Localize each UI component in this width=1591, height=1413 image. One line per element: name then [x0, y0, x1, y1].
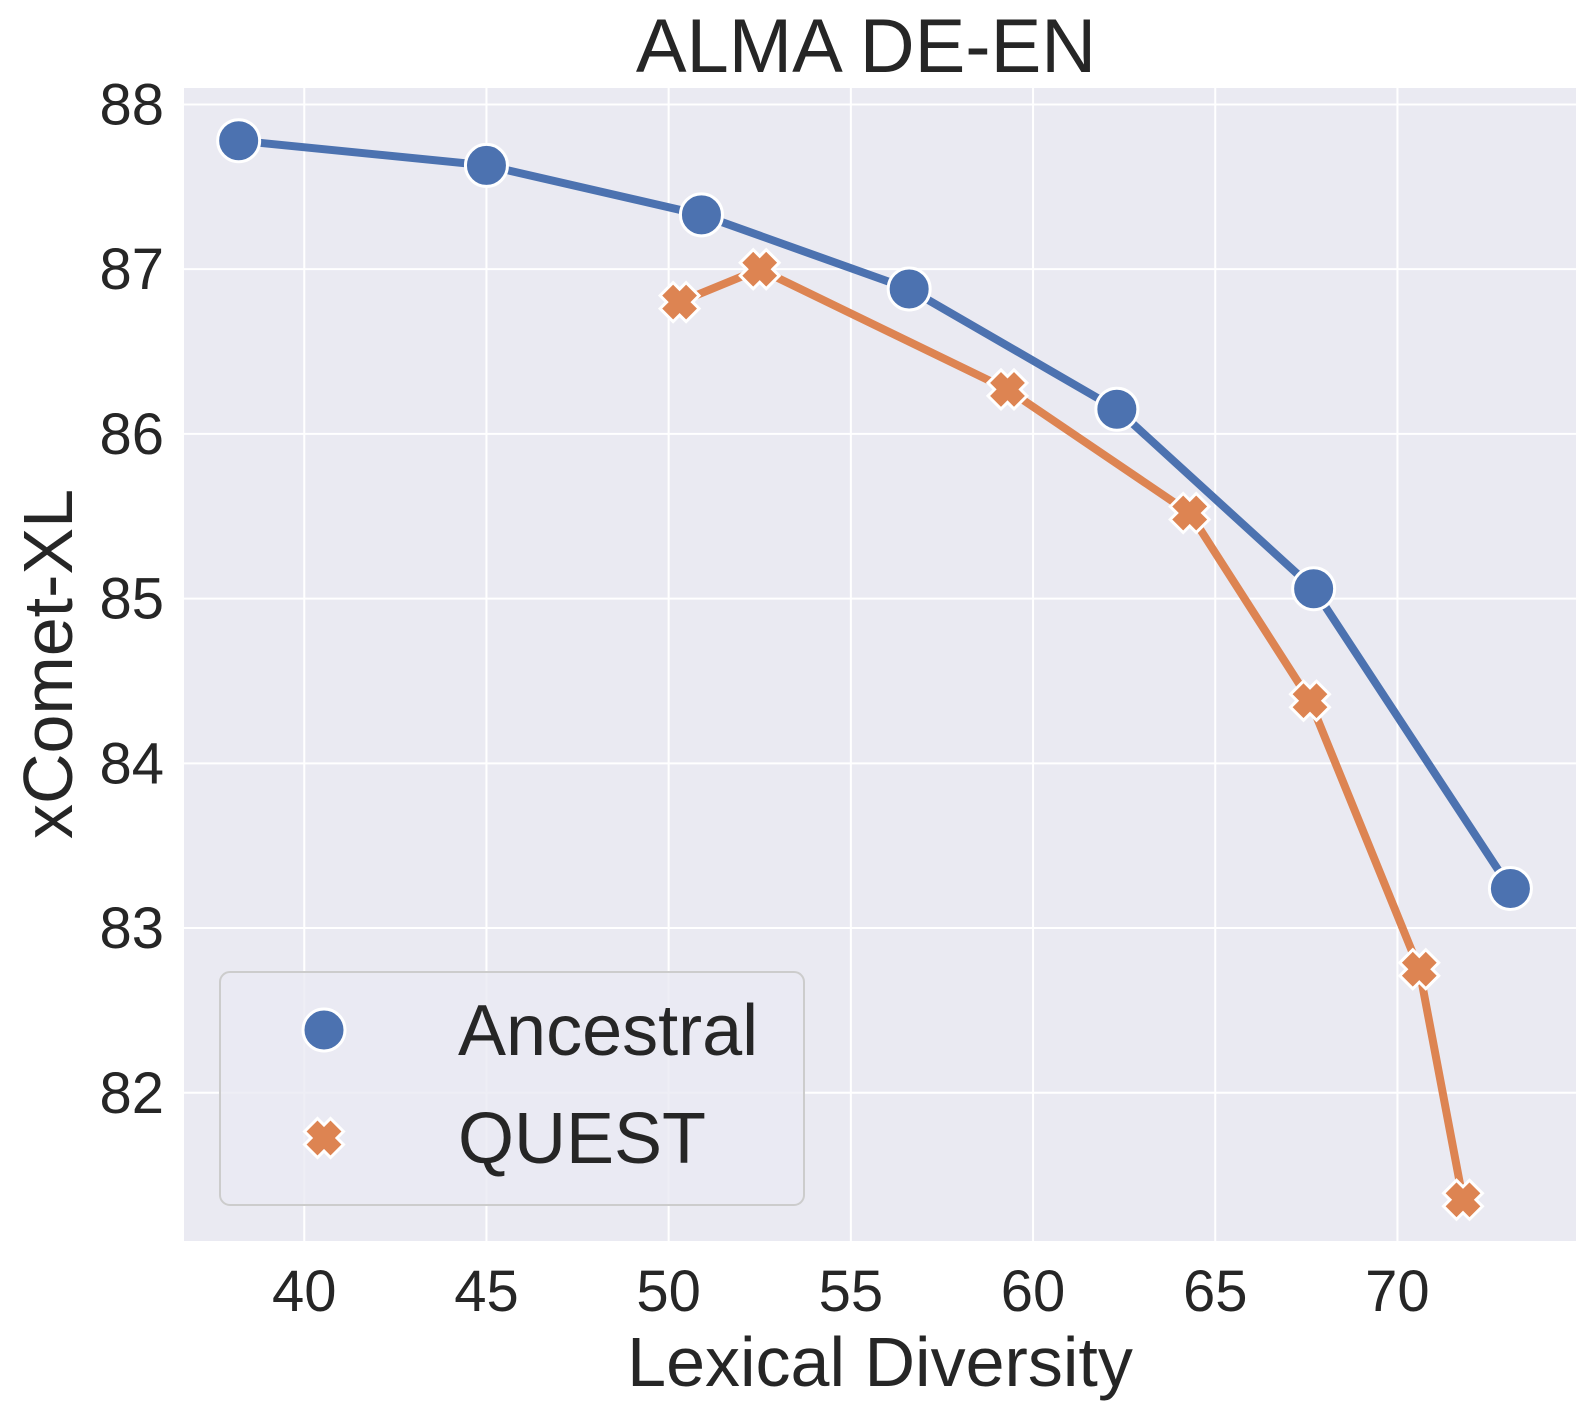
- ancestral-point: [1291, 566, 1337, 612]
- y-tick-label: 82: [99, 1061, 164, 1126]
- y-tick-label: 87: [99, 237, 164, 302]
- ancestral-point: [886, 266, 932, 312]
- legend-items: Ancestral QUEST: [301, 991, 758, 1179]
- y-tick-label: 85: [99, 567, 164, 632]
- x-tick-label: 65: [1183, 1259, 1248, 1324]
- quest-point: [1397, 947, 1441, 991]
- quest-point: [1288, 679, 1332, 723]
- x-tick-label: 50: [636, 1259, 701, 1324]
- ancestral-point: [1487, 866, 1533, 912]
- y-tick-labels: 82 83 84 85 86 87 88: [99, 72, 164, 1125]
- y-tick-label: 83: [99, 896, 164, 961]
- series-group: [216, 118, 1533, 1222]
- y-tick-label: 86: [99, 402, 164, 467]
- y-tick-label: 84: [99, 731, 164, 796]
- chart-title: ALMA DE-EN: [636, 4, 1096, 89]
- y-tick-label: 88: [99, 72, 164, 137]
- legend: Ancestral QUEST: [219, 971, 805, 1206]
- x-axis-label: Lexical Diversity: [627, 1323, 1133, 1401]
- legend-ancestral-marker: [301, 1007, 347, 1053]
- quest-point: [1441, 1178, 1485, 1222]
- quest-point: [738, 247, 782, 291]
- y-axis-label: xComet-XL: [9, 489, 87, 839]
- x-tick-labels: 40 45 50 55 60 65 70: [272, 1259, 1430, 1324]
- legend-quest-marker: [302, 1116, 346, 1160]
- quest-point: [1168, 491, 1212, 535]
- x-tick-label: 55: [819, 1259, 884, 1324]
- legend-box: [219, 971, 805, 1206]
- legend-quest-label: QUEST: [458, 1099, 706, 1179]
- x-tick-label: 60: [1001, 1259, 1066, 1324]
- quest-point: [657, 280, 702, 324]
- ancestral-point: [1094, 386, 1140, 432]
- ancestral-point: [463, 142, 509, 188]
- series-quest: [657, 247, 1485, 1222]
- ancestral-point: [678, 192, 724, 238]
- quest-point: [985, 367, 1030, 412]
- series-ancestral: [216, 118, 1533, 912]
- ancestral-point: [216, 118, 262, 164]
- x-tick-label: 70: [1365, 1259, 1430, 1324]
- x-tick-label: 45: [454, 1259, 519, 1324]
- legend-ancestral-label: Ancestral: [458, 991, 758, 1071]
- x-tick-label: 40: [272, 1259, 337, 1324]
